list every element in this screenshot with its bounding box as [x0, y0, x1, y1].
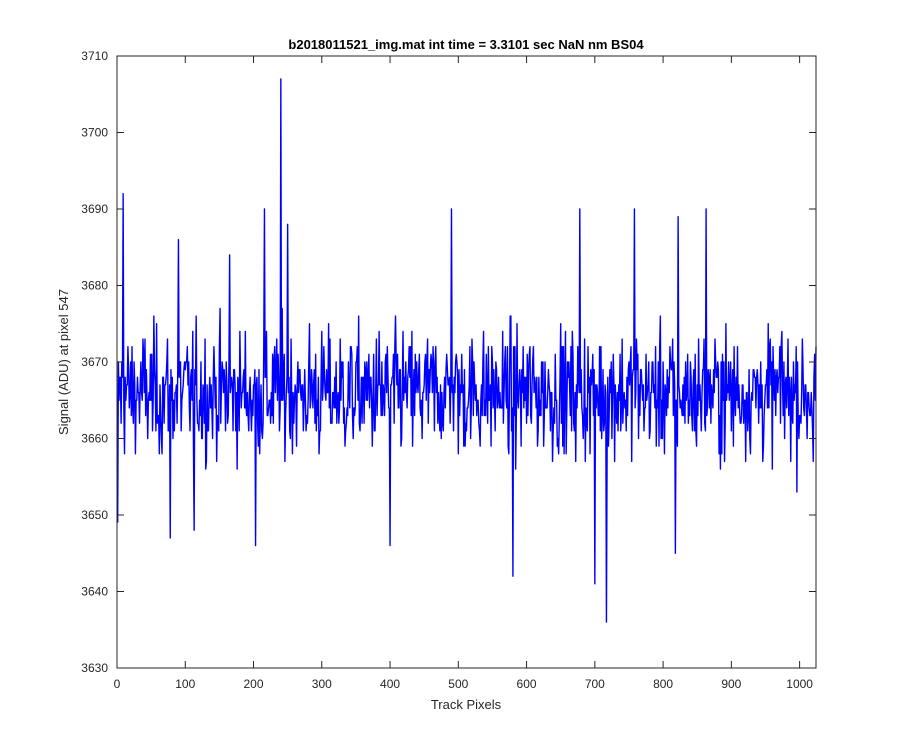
y-tick-label: 3670 [81, 355, 108, 369]
x-tick-label: 600 [517, 677, 537, 691]
x-tick-label: 200 [244, 677, 264, 691]
x-axis-label: Track Pixels [431, 697, 502, 712]
x-tick-label: 900 [721, 677, 741, 691]
x-tick-label: 100 [175, 677, 195, 691]
x-tick-label: 800 [653, 677, 673, 691]
y-tick-label: 3690 [81, 202, 108, 216]
x-tick-label: 700 [585, 677, 605, 691]
x-tick-label: 300 [312, 677, 332, 691]
x-tick-label: 1000 [786, 677, 813, 691]
x-tick-label: 500 [448, 677, 468, 691]
y-tick-label: 3640 [81, 585, 108, 599]
y-axis-label: Signal (ADU) at pixel 547 [56, 289, 71, 435]
series-layer [116, 78, 817, 623]
x-tick-label: 400 [380, 677, 400, 691]
y-tick-label: 3700 [81, 126, 108, 140]
x-tick-label: 0 [114, 677, 121, 691]
y-tick-label: 3710 [81, 49, 108, 63]
y-tick-label: 3660 [81, 432, 108, 446]
series-line [116, 78, 817, 623]
y-tick-label: 3680 [81, 279, 108, 293]
y-tick-label: 3630 [81, 661, 108, 675]
chart-title: b2018011521_img.mat int time = 3.3101 se… [288, 37, 644, 52]
y-tick-label: 3650 [81, 508, 108, 522]
axes-layer: 0 100 200 300 400 500 600 700 800 900 1000 3630 3640… [81, 49, 817, 691]
